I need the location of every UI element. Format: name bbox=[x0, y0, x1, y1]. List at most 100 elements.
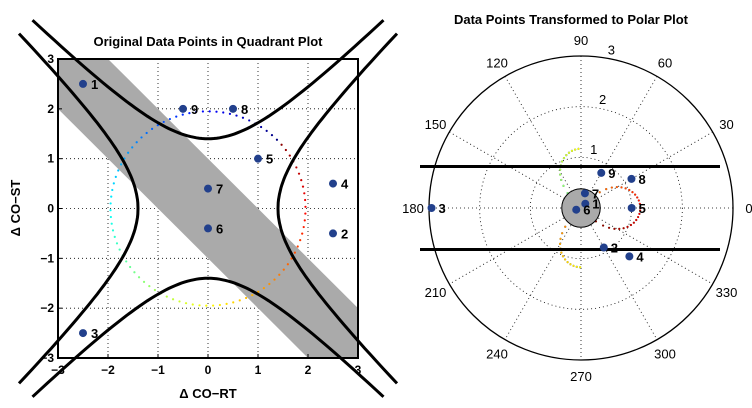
circle-dot bbox=[235, 114, 238, 117]
cardioid-dot bbox=[613, 227, 616, 230]
hyperbola-curves bbox=[17, 19, 399, 398]
circle-dot bbox=[212, 304, 215, 307]
y-tick-label: 3 bbox=[47, 52, 54, 66]
cardioid-dot bbox=[563, 258, 567, 261]
hyperbola-bottom bbox=[31, 276, 385, 398]
circle-dot bbox=[248, 119, 251, 122]
cardioid-dot bbox=[559, 168, 562, 171]
cardioid-dot bbox=[566, 261, 569, 264]
circle-dot bbox=[273, 278, 276, 281]
cardioid-dot bbox=[561, 160, 564, 163]
circle-dot bbox=[110, 195, 113, 198]
hyperbola-top bbox=[31, 19, 385, 141]
circle-dot bbox=[111, 229, 115, 232]
cardioid-dot bbox=[559, 237, 562, 240]
circle-dot bbox=[168, 117, 172, 121]
circle-dot bbox=[297, 172, 301, 175]
radius-label: 3 bbox=[608, 42, 615, 57]
quadrant-plot: Original Data Points in Quadrant Plot −3… bbox=[8, 19, 399, 401]
data-point bbox=[79, 329, 87, 338]
cardioid-dot bbox=[561, 232, 564, 235]
circle-dot bbox=[110, 222, 113, 225]
circle-dot bbox=[111, 188, 114, 192]
cardioid-dot bbox=[560, 251, 563, 254]
cardioid-dot bbox=[631, 190, 634, 194]
circle-dot bbox=[238, 299, 241, 302]
circle-dot bbox=[142, 280, 146, 283]
cardioid-dot bbox=[562, 156, 566, 160]
circle-dot bbox=[109, 202, 112, 205]
circle-dot bbox=[131, 146, 134, 149]
cardioid-dot bbox=[564, 225, 567, 228]
angle-label: 180 bbox=[402, 201, 424, 216]
circle-dot bbox=[162, 120, 165, 124]
grid-circle bbox=[479, 106, 683, 310]
circle-dot bbox=[133, 271, 136, 274]
circle-dot bbox=[296, 245, 299, 248]
y-tick-label: 1 bbox=[47, 152, 54, 166]
circle-dot bbox=[268, 282, 271, 286]
y-tick-label: −2 bbox=[40, 301, 54, 315]
circle-dot bbox=[195, 110, 198, 114]
x-tick-label: 3 bbox=[355, 363, 362, 377]
cardioid-dot bbox=[558, 242, 562, 246]
circle-dot bbox=[282, 268, 285, 271]
circle-dot bbox=[232, 301, 235, 304]
cardioid-dot bbox=[560, 178, 563, 182]
angle-label: 0 bbox=[745, 201, 752, 216]
data-point bbox=[625, 252, 634, 261]
circle-dot bbox=[178, 300, 181, 303]
radius-labels: 1 2 3 bbox=[590, 42, 615, 157]
gray-band bbox=[58, 59, 358, 358]
circle-dot bbox=[260, 125, 263, 129]
circle-dot bbox=[109, 209, 112, 212]
circle-dot bbox=[112, 182, 115, 185]
circle-dot bbox=[225, 302, 228, 305]
angle-label: 150 bbox=[425, 117, 447, 132]
cardioid-dot bbox=[569, 263, 572, 266]
polar-plot: Data Points Transformed to Polar Plot 0 … bbox=[402, 12, 752, 384]
data-point bbox=[229, 104, 237, 113]
data-point bbox=[627, 204, 636, 212]
x-tick-label: −3 bbox=[51, 363, 65, 377]
data-point bbox=[581, 199, 590, 208]
circle-dot bbox=[120, 163, 123, 166]
circle-dot bbox=[205, 304, 208, 307]
circle-dot bbox=[301, 185, 305, 188]
point-label: 7 bbox=[216, 182, 223, 197]
y-tick-label: 2 bbox=[47, 102, 54, 116]
point-label: 4 bbox=[636, 249, 644, 264]
y-tick-label: −1 bbox=[40, 251, 54, 265]
point-label: 1 bbox=[91, 77, 98, 92]
quadrant-axis-ticks bbox=[57, 58, 359, 359]
circle-dot bbox=[295, 166, 298, 169]
circle-dot bbox=[165, 295, 168, 298]
circle-dot bbox=[301, 232, 304, 235]
circle-dot bbox=[181, 113, 184, 116]
circle-dot bbox=[127, 151, 130, 154]
cardioid-dot bbox=[559, 173, 562, 176]
circle-dot bbox=[125, 260, 128, 263]
circle-dot bbox=[135, 141, 138, 144]
circle-dot bbox=[184, 302, 188, 305]
point-label: 3 bbox=[91, 326, 98, 341]
circle-dot bbox=[109, 215, 112, 219]
x-tick-label: −1 bbox=[151, 363, 165, 377]
angle-label: 330 bbox=[716, 285, 738, 300]
circle-dot bbox=[303, 192, 306, 195]
data-point bbox=[329, 229, 337, 238]
circle-dot bbox=[148, 285, 151, 288]
circle-dot bbox=[278, 273, 281, 276]
x-tick-label: 0 bbox=[205, 363, 212, 377]
y-tick-label: 0 bbox=[47, 202, 54, 216]
y-axis-label: Δ CO−ST bbox=[8, 180, 23, 237]
cardioid-dot bbox=[562, 184, 565, 188]
point-label: 8 bbox=[241, 102, 248, 117]
point-label: 4 bbox=[341, 177, 349, 192]
circle-dot bbox=[275, 138, 279, 141]
point-label: 9 bbox=[191, 102, 198, 117]
circle-dot bbox=[284, 148, 287, 152]
data-point bbox=[79, 79, 87, 88]
cardioid-dot bbox=[638, 212, 641, 215]
